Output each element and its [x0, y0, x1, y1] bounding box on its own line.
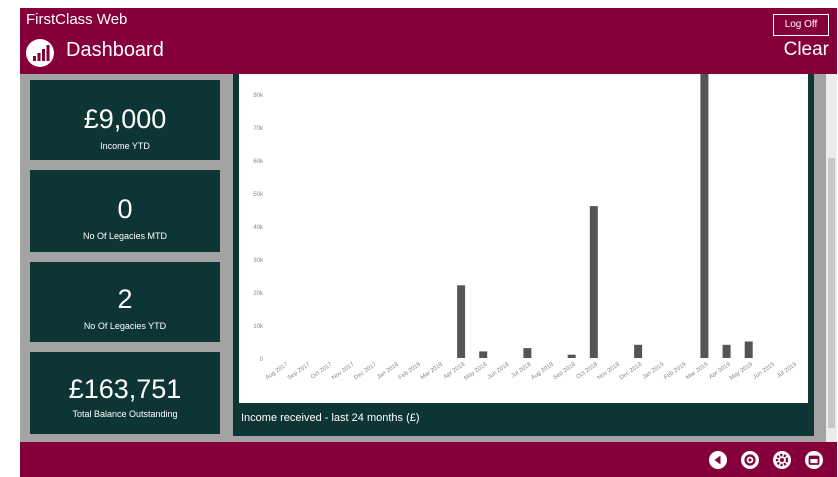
x-tick-label: Nov 2017: [331, 361, 356, 381]
chart-bar: [700, 74, 709, 358]
x-tick-label: Mar 2018: [420, 361, 445, 381]
app-name: FirstClass Web: [26, 11, 128, 28]
x-tick-label: Jan 2019: [642, 361, 666, 380]
x-tick-label: Dec 2017: [353, 361, 378, 381]
exit-icon[interactable]: [805, 451, 823, 469]
home-icon[interactable]: [741, 451, 759, 469]
back-arrow-icon[interactable]: [709, 451, 727, 469]
x-tick-label: Jul 2019: [776, 361, 799, 379]
x-tick-label: May 2019: [729, 361, 755, 381]
y-tick-label: 40k: [253, 225, 264, 231]
x-tick-label: Aug 2018: [530, 361, 555, 381]
chart-bar: [567, 354, 576, 358]
y-tick-label: 0: [260, 357, 264, 363]
tile-label: No Of Legacies MTD: [82, 231, 168, 241]
x-tick-label: Sep 2018: [552, 361, 577, 381]
tile-value: £9,000: [83, 104, 167, 134]
app-footer: [20, 442, 837, 477]
income-ytd-tile[interactable]: £9,000 Income YTD: [30, 80, 220, 160]
y-tick-label: 70k: [253, 126, 264, 132]
legacies-ytd-tile[interactable]: 2 No Of Legacies YTD: [30, 262, 220, 342]
y-tick-label: 30k: [253, 258, 264, 264]
x-tick-label: Oct 2017: [310, 361, 334, 380]
dashboard-content: £9,000 Income YTD 0 No Of Legacies MTD 2…: [20, 74, 837, 442]
tile-label: No Of Legacies YTD: [83, 321, 167, 331]
y-tick-label: 60k: [253, 159, 264, 165]
income-chart-panel: 0 10k 20k 30k 40k 50k 60k 70k 80k Aug 2017 Sep 201…: [233, 74, 814, 436]
y-tick-label: 10k: [253, 324, 264, 330]
x-tick-label: Sep 2017: [287, 361, 312, 381]
x-tick-label: Jun 2018: [487, 361, 511, 380]
scrollbar-thumb[interactable]: [828, 158, 835, 428]
chart-bar: [457, 285, 466, 358]
x-tick-label: Oct 2018: [576, 361, 600, 380]
settings-icon[interactable]: [773, 451, 791, 469]
y-tick-label: 50k: [253, 192, 264, 198]
tile-value: 2: [117, 284, 133, 314]
chart-bar: [634, 344, 643, 358]
log-off-button[interactable]: Log Off: [773, 14, 829, 36]
clear-button[interactable]: Clear: [783, 39, 829, 60]
tile-label: Income YTD: [100, 141, 150, 151]
dashboard-logo-icon: [26, 39, 54, 67]
income-chart-area: 0 10k 20k 30k 40k 50k 60k 70k 80k Aug 2017 Sep 201…: [239, 74, 808, 403]
chart-bar: [589, 206, 598, 358]
chart-bar: [744, 341, 753, 358]
legacies-mtd-tile[interactable]: 0 No Of Legacies MTD: [30, 170, 220, 252]
x-tick-label: Nov 2018: [597, 361, 622, 381]
x-tick-label: Dec 2018: [619, 361, 644, 381]
tile-value: £163,751: [68, 374, 182, 404]
tile-label: Total Balance Outstanding: [72, 409, 178, 419]
chart-bar: [479, 351, 488, 358]
total-balance-tile[interactable]: £163,751 Total Balance Outstanding: [30, 352, 220, 434]
chart-bar: [523, 348, 532, 358]
x-tick-label: Jan 2018: [376, 361, 400, 380]
chart-caption: Income received - last 24 months (£): [241, 412, 420, 424]
y-tick-label: 80k: [253, 93, 264, 99]
x-tick-label: May 2018: [463, 361, 489, 381]
y-tick-label: 20k: [253, 291, 264, 297]
tile-value: 0: [117, 194, 133, 224]
vertical-scrollbar[interactable]: [826, 74, 837, 442]
x-tick-label: Feb 2019: [663, 361, 688, 381]
x-tick-label: Jun 2019: [752, 361, 776, 380]
page-title: Dashboard: [66, 39, 164, 61]
app-header: FirstClass Web Dashboard Log Off Clear: [20, 8, 837, 74]
x-tick-label: Mar 2019: [685, 361, 710, 381]
x-tick-label: Aug 2017: [265, 361, 290, 381]
chart-bar: [722, 344, 731, 358]
x-tick-label: Feb 2018: [398, 361, 423, 381]
